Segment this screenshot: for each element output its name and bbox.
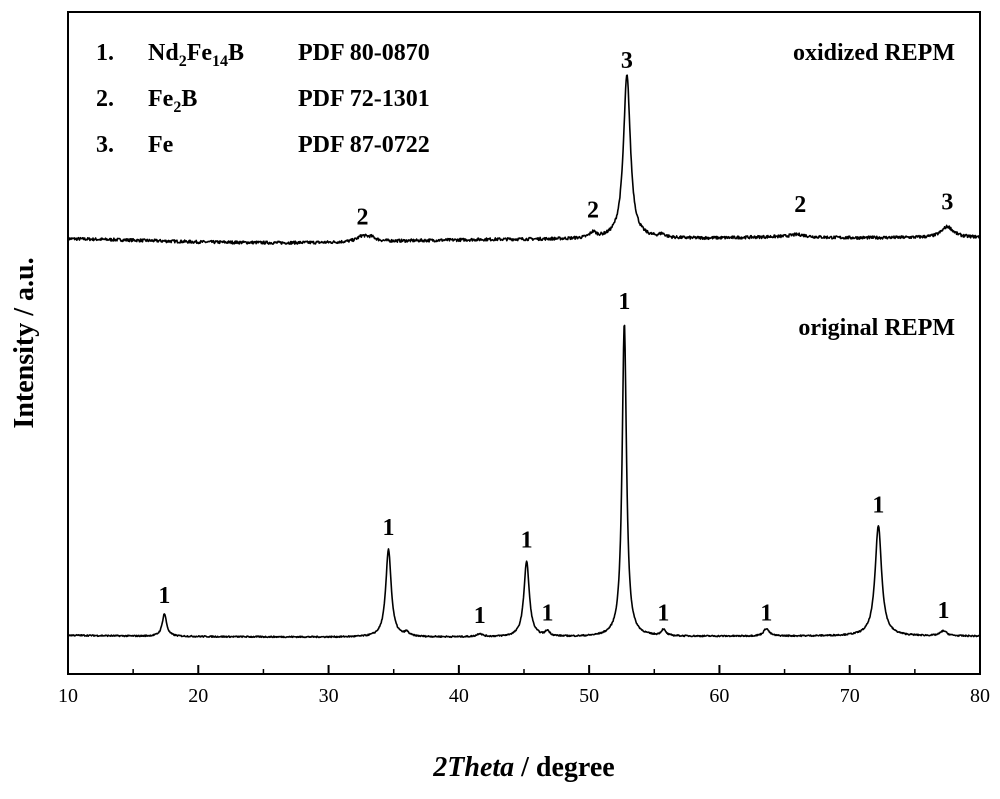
peak-label: 1 xyxy=(541,600,553,626)
y-axis-label: Intensity / a.u. xyxy=(9,257,40,428)
peak-label: 1 xyxy=(521,528,533,554)
legend-formula-text: Fe xyxy=(187,40,213,66)
legend-formula-subscript: 14 xyxy=(212,53,228,70)
peak-labels: 2 2 3 2 3 oxidized REPM 1 1 1 1 1 1 1 1 1 1 original REP… xyxy=(158,40,955,629)
x-tick-label: 40 xyxy=(449,685,469,707)
x-ticks: 10 20 30 40 50 60 70 80 xyxy=(58,665,990,707)
peak-label: 1 xyxy=(618,289,630,315)
peak-label: 2 xyxy=(587,198,599,224)
peak-label: 1 xyxy=(474,603,486,629)
series-layer xyxy=(67,74,981,639)
legend-formula: Nd2Fe14B xyxy=(148,40,244,70)
series-name-label: oxidized REPM xyxy=(793,40,955,66)
legend-pdf: PDF 87-0722 xyxy=(298,132,430,158)
peak-label: 2 xyxy=(794,192,806,218)
legend-number: 2. xyxy=(96,86,114,112)
x-axis-label-italic: 2Theta xyxy=(432,752,514,783)
legend-formula-subscript: 2 xyxy=(179,53,187,70)
series-line-original-repm xyxy=(67,324,981,639)
peak-label: 1 xyxy=(657,600,669,626)
x-tick-label: 10 xyxy=(58,685,78,707)
legend-formula-text: Fe xyxy=(148,132,174,158)
legend-formula-subscript: 2 xyxy=(173,99,181,116)
peak-label: 1 xyxy=(760,600,772,626)
legend-pdf: PDF 80-0870 xyxy=(298,40,430,66)
peak-label: 1 xyxy=(938,598,950,624)
plot-frame xyxy=(67,11,981,675)
x-tick-label: 80 xyxy=(970,685,990,707)
legend-formula: Fe xyxy=(148,132,174,158)
legend-formula-text: B xyxy=(228,40,244,66)
legend-number: 3. xyxy=(96,132,114,158)
legend-number: 1. xyxy=(96,40,114,66)
legend-formula-text: Fe xyxy=(148,86,174,112)
x-tick-label: 60 xyxy=(709,685,729,707)
peak-label: 1 xyxy=(872,493,884,519)
legend-formula-text: B xyxy=(181,86,197,112)
x-tick-label: 50 xyxy=(579,685,599,707)
peak-label: 3 xyxy=(941,189,953,215)
x-tick-label: 70 xyxy=(840,685,860,707)
x-tick-label: 30 xyxy=(319,685,339,707)
series-line-oxidized-repm xyxy=(67,74,981,245)
x-tick-label: 20 xyxy=(188,685,208,707)
legend-formula-text: Nd xyxy=(148,40,179,66)
peak-label: 2 xyxy=(356,204,368,230)
x-axis-label: 2Theta / degree xyxy=(432,752,614,783)
series-name-label: original REPM xyxy=(798,315,955,341)
peak-label: 1 xyxy=(383,515,395,541)
legend-formula: Fe2B xyxy=(148,86,197,116)
legend-pdf: PDF 72-1301 xyxy=(298,86,430,112)
x-axis-label-rest: / degree xyxy=(514,752,615,783)
peak-label: 3 xyxy=(621,48,633,74)
peak-label: 1 xyxy=(158,583,170,609)
